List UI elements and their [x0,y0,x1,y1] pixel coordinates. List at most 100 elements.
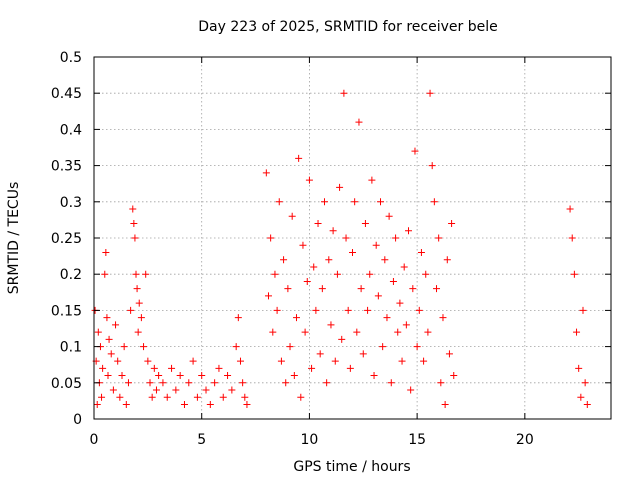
data-point [357,285,365,293]
data-point [437,379,445,387]
data-point [301,328,309,336]
data-point [148,393,156,401]
data-point [426,89,434,97]
data-point [219,393,227,401]
data-point [124,379,132,387]
data-point [583,401,591,409]
data-point [295,154,303,162]
data-point [277,357,285,365]
y-tick-labels: 0 0.05 0.1 0.15 0.2 0.25 0.3 0.35 0.4 0.45 0.5 [51,50,82,428]
data-point [299,241,307,249]
y-tick-label: 0.1 [60,340,82,356]
data-point [411,147,419,155]
data-point [575,364,583,372]
data-point [202,386,210,394]
plot-frame [93,56,612,420]
data-point [402,321,410,329]
data-point [228,386,236,394]
data-point [433,285,441,293]
data-point [198,372,206,380]
data-point [570,270,578,278]
data-point [102,248,110,256]
y-tick-label: 0 [73,412,82,428]
data-point [290,372,298,380]
data-point [389,277,397,285]
data-point [450,372,458,380]
data-point [130,220,138,228]
data-point [288,212,296,220]
data-point [286,343,294,351]
data-point [280,256,288,264]
data-point [439,314,447,322]
y-tick-label: 0.3 [60,195,82,211]
data-point [318,285,326,293]
data-point [140,343,148,351]
data-point [379,343,387,351]
data-point [163,393,171,401]
data-point [236,357,244,365]
data-point [359,350,367,358]
data-point [394,328,402,336]
data-points [91,89,591,409]
x-tick-label: 15 [408,432,426,448]
data-point [366,270,374,278]
data-point [144,357,152,365]
data-point [150,364,158,372]
data-point [400,263,408,271]
data-point [445,350,453,358]
data-point [303,277,311,285]
data-point [132,270,140,278]
data-point [346,364,354,372]
data-point [180,401,188,409]
y-tick-label: 0.35 [51,159,82,175]
data-point [443,256,451,264]
data-point [392,234,400,242]
data-point [581,379,589,387]
data-point [340,89,348,97]
data-point [387,379,395,387]
x-tick-label: 5 [197,432,206,448]
grid-lines [94,57,611,419]
data-point [320,198,328,206]
data-point [172,386,180,394]
data-point [137,314,145,322]
data-point [566,205,574,213]
data-point [568,234,576,242]
data-point [112,321,120,329]
chart-title: Day 223 of 2025, SRMTID for receiver bel… [198,19,497,35]
data-point [342,234,350,242]
data-point [579,306,587,314]
data-point [116,393,124,401]
data-point [331,357,339,365]
data-point [239,379,247,387]
data-point [275,198,283,206]
data-point [103,314,111,322]
data-point [122,401,130,409]
data-point [127,306,135,314]
x-tick-label: 0 [90,432,99,448]
data-point [146,379,154,387]
data-point [368,176,376,184]
data-point [364,306,372,314]
data-point [267,234,275,242]
y-tick-label: 0.25 [51,231,82,247]
data-point [176,372,184,380]
data-point [381,256,389,264]
data-point [441,401,449,409]
data-point [385,212,393,220]
data-point [284,285,292,293]
data-point [405,227,413,235]
data-point [316,350,324,358]
data-point [269,328,277,336]
y-tick-label: 0.5 [60,50,82,66]
data-point [361,220,369,228]
data-point [430,198,438,206]
data-point [383,314,391,322]
x-tick-labels: 0 5 10 15 20 [90,432,534,448]
data-point [185,379,193,387]
data-point [118,372,126,380]
y-tick-label: 0.45 [51,86,82,102]
data-point [435,234,443,242]
data-point [189,357,197,365]
data-point [577,393,585,401]
